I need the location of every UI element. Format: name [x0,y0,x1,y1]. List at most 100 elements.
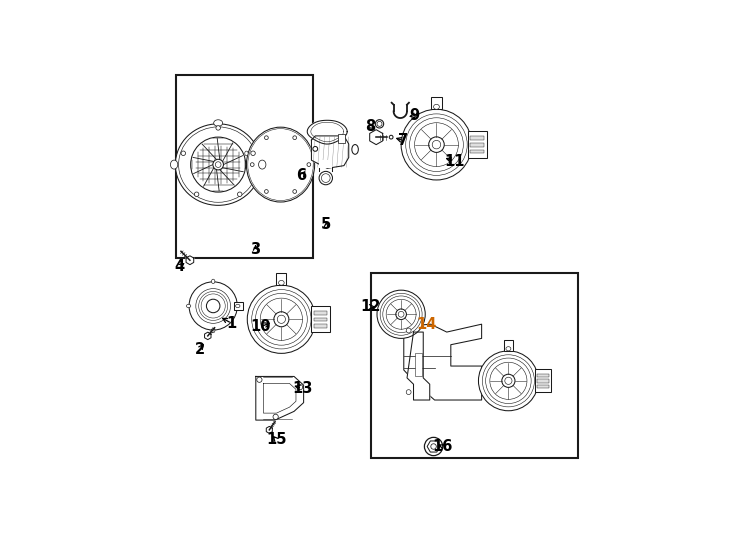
Circle shape [264,190,268,193]
Bar [233,302,244,309]
Polygon shape [404,324,482,400]
Bar [431,97,442,109]
Polygon shape [407,332,429,400]
Circle shape [375,120,384,128]
Bar [276,273,286,285]
Ellipse shape [214,120,222,126]
Circle shape [502,374,515,387]
Polygon shape [311,136,349,168]
Circle shape [247,285,316,353]
Ellipse shape [211,328,215,333]
Text: 15: 15 [266,433,287,447]
Text: 7: 7 [398,133,408,148]
Text: 9: 9 [410,108,420,123]
Text: 5: 5 [321,217,332,232]
Bar [338,134,346,143]
Circle shape [429,137,444,152]
Ellipse shape [352,145,358,154]
Bar [468,131,487,158]
Circle shape [399,312,404,317]
Circle shape [401,109,472,180]
Ellipse shape [170,160,178,169]
Circle shape [257,377,262,382]
Circle shape [215,162,221,167]
Circle shape [195,192,199,197]
Ellipse shape [211,279,215,284]
Polygon shape [205,332,211,340]
Bar [415,353,421,376]
Ellipse shape [244,151,248,156]
Ellipse shape [175,124,261,205]
Text: 11: 11 [444,154,465,169]
Circle shape [377,122,382,126]
Polygon shape [266,427,272,434]
Text: 2: 2 [195,342,205,357]
Ellipse shape [506,347,511,351]
Polygon shape [308,120,347,144]
Circle shape [432,140,440,149]
Circle shape [377,290,425,339]
Circle shape [424,437,443,456]
Text: 6: 6 [297,168,306,183]
Circle shape [307,163,310,166]
Text: 10: 10 [250,319,271,334]
Bar [314,318,327,321]
Bar [537,385,549,388]
Circle shape [274,312,289,327]
Bar [470,150,484,153]
Bar [537,374,549,377]
Ellipse shape [236,304,240,308]
Circle shape [251,151,255,156]
Circle shape [216,126,220,130]
Bar [175,75,313,258]
Circle shape [181,151,186,156]
Circle shape [313,146,318,151]
Ellipse shape [178,127,258,202]
Polygon shape [370,130,382,145]
Polygon shape [427,441,440,452]
Bar [504,340,513,351]
Circle shape [277,315,286,323]
Circle shape [293,136,297,139]
Ellipse shape [434,104,440,109]
Circle shape [479,351,538,411]
Text: 16: 16 [432,439,453,454]
Circle shape [264,136,268,139]
Text: 3: 3 [250,242,261,258]
Circle shape [406,390,411,395]
Circle shape [273,414,278,420]
Circle shape [189,282,237,330]
Polygon shape [256,376,304,420]
Circle shape [250,163,254,166]
Circle shape [321,174,330,183]
Circle shape [238,192,242,197]
Circle shape [505,377,512,384]
Ellipse shape [191,137,246,192]
Polygon shape [264,383,296,413]
Bar [537,380,549,383]
Circle shape [406,328,411,333]
Bar [314,311,327,315]
Bar [371,273,578,458]
Circle shape [206,299,220,313]
Polygon shape [186,256,194,265]
Text: 14: 14 [416,317,436,332]
Ellipse shape [279,280,284,285]
Bar [314,324,327,328]
Bar [470,143,484,147]
Text: 13: 13 [292,381,313,396]
Bar [319,160,333,168]
Bar [535,369,551,392]
Circle shape [213,159,223,170]
Ellipse shape [247,127,315,202]
Circle shape [319,171,333,185]
Text: 12: 12 [360,299,381,314]
Text: 8: 8 [366,119,376,134]
Text: 4: 4 [175,259,185,274]
Bar [470,136,484,140]
Bar [311,306,330,332]
Ellipse shape [248,129,313,200]
Circle shape [389,136,393,139]
Ellipse shape [186,304,191,308]
Text: 1: 1 [227,316,237,331]
